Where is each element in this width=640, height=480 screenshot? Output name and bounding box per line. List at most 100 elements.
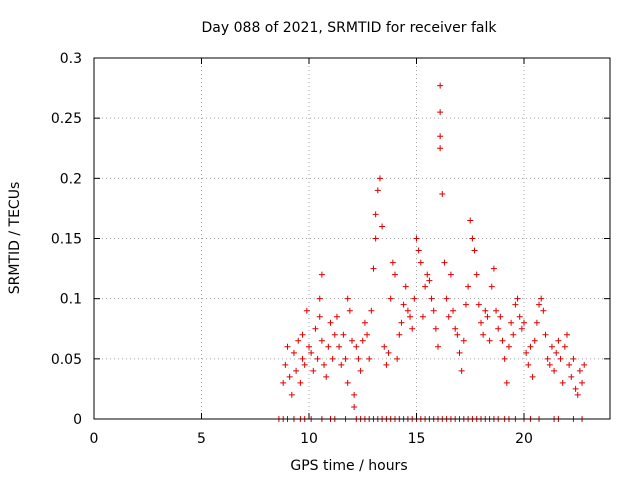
- y-axis-label: SRMTID / TECUs: [7, 182, 23, 295]
- data-point: [469, 235, 476, 242]
- data-point: [432, 325, 439, 332]
- data-point: [282, 361, 289, 368]
- data-point: [402, 283, 409, 290]
- data-point: [510, 331, 517, 338]
- data-point: [555, 337, 562, 344]
- data-point: [505, 343, 512, 350]
- data-point: [385, 349, 392, 356]
- data-point: [419, 313, 426, 320]
- data-point: [437, 109, 444, 116]
- data-point: [529, 373, 536, 380]
- data-point: [435, 343, 441, 350]
- data-point: [318, 337, 325, 344]
- x-tick-label: 5: [197, 431, 206, 447]
- data-point: [308, 349, 315, 356]
- data-point: [340, 331, 347, 338]
- data-point: [531, 337, 538, 344]
- data-point: [376, 175, 383, 182]
- data-point: [503, 379, 510, 386]
- data-point: [473, 271, 480, 278]
- data-point: [527, 343, 534, 350]
- data-point: [379, 223, 386, 230]
- data-point: [443, 295, 450, 302]
- data-point: [303, 307, 310, 314]
- data-point: [557, 355, 564, 362]
- data-point: [516, 313, 523, 320]
- data-point: [357, 367, 364, 374]
- data-point: [454, 331, 461, 338]
- x-tick-label: 10: [300, 431, 318, 447]
- data-point: [374, 187, 381, 194]
- data-point: [525, 361, 532, 368]
- data-point: [329, 355, 336, 362]
- data-point: [415, 247, 422, 254]
- data-point: [542, 331, 549, 338]
- data-point: [568, 373, 575, 380]
- chart-title: Day 088 of 2021, SRMTID for receiver fal…: [202, 20, 498, 36]
- data-point: [456, 349, 463, 356]
- data-point: [495, 325, 502, 332]
- data-point: [422, 283, 429, 290]
- data-point: [394, 355, 401, 362]
- data-point: [290, 349, 297, 356]
- data-point: [480, 331, 487, 338]
- data-point: [366, 355, 373, 362]
- data-point: [544, 355, 551, 362]
- data-point: [426, 277, 433, 284]
- x-tick-label: 20: [515, 431, 533, 447]
- data-point: [299, 331, 306, 338]
- data-point: [478, 319, 484, 326]
- data-point: [458, 367, 465, 374]
- data-point: [297, 379, 304, 386]
- data-point: [295, 337, 302, 344]
- data-point: [533, 319, 540, 326]
- data-point: [411, 295, 418, 302]
- data-point: [318, 271, 325, 278]
- data-point: [299, 355, 306, 362]
- data-point: [490, 265, 497, 272]
- y-tick-label: 0.05: [51, 352, 82, 368]
- data-point: [310, 367, 317, 374]
- data-point: [566, 361, 573, 368]
- data-point: [359, 337, 366, 344]
- data-point: [488, 283, 495, 290]
- y-tick-label: 0.2: [60, 171, 82, 187]
- data-point: [482, 307, 489, 314]
- data-point: [447, 271, 454, 278]
- data-point: [437, 133, 444, 140]
- x-tick-label: 0: [90, 431, 99, 447]
- data-point: [381, 343, 388, 350]
- y-tick-label: 0.3: [60, 51, 82, 67]
- data-point: [579, 379, 586, 386]
- data-point: [286, 373, 293, 380]
- data-point: [572, 385, 579, 392]
- data-point: [409, 325, 416, 332]
- data-point: [342, 355, 349, 362]
- data-point: [540, 307, 547, 314]
- data-point: [475, 301, 482, 308]
- data-point: [338, 361, 345, 368]
- data-point: [316, 313, 323, 320]
- data-point: [346, 307, 353, 314]
- data-point: [280, 379, 287, 386]
- data-point: [430, 307, 437, 314]
- data-point: [450, 307, 457, 314]
- data-point: [501, 355, 508, 362]
- data-point: [404, 307, 411, 314]
- data-point: [508, 319, 515, 326]
- data-point: [493, 307, 500, 314]
- data-point: [417, 259, 424, 266]
- data-point: [471, 247, 478, 254]
- data-point: [581, 361, 588, 368]
- data-point: [364, 331, 371, 338]
- data-point: [316, 295, 323, 302]
- y-tick-label: 0.25: [51, 111, 82, 127]
- x-tick-label: 15: [408, 431, 426, 447]
- data-point: [383, 361, 390, 368]
- y-tick-label: 0.1: [60, 292, 82, 308]
- data-point: [437, 145, 444, 152]
- data-point: [400, 301, 407, 308]
- data-point: [546, 361, 553, 368]
- data-point: [361, 319, 368, 326]
